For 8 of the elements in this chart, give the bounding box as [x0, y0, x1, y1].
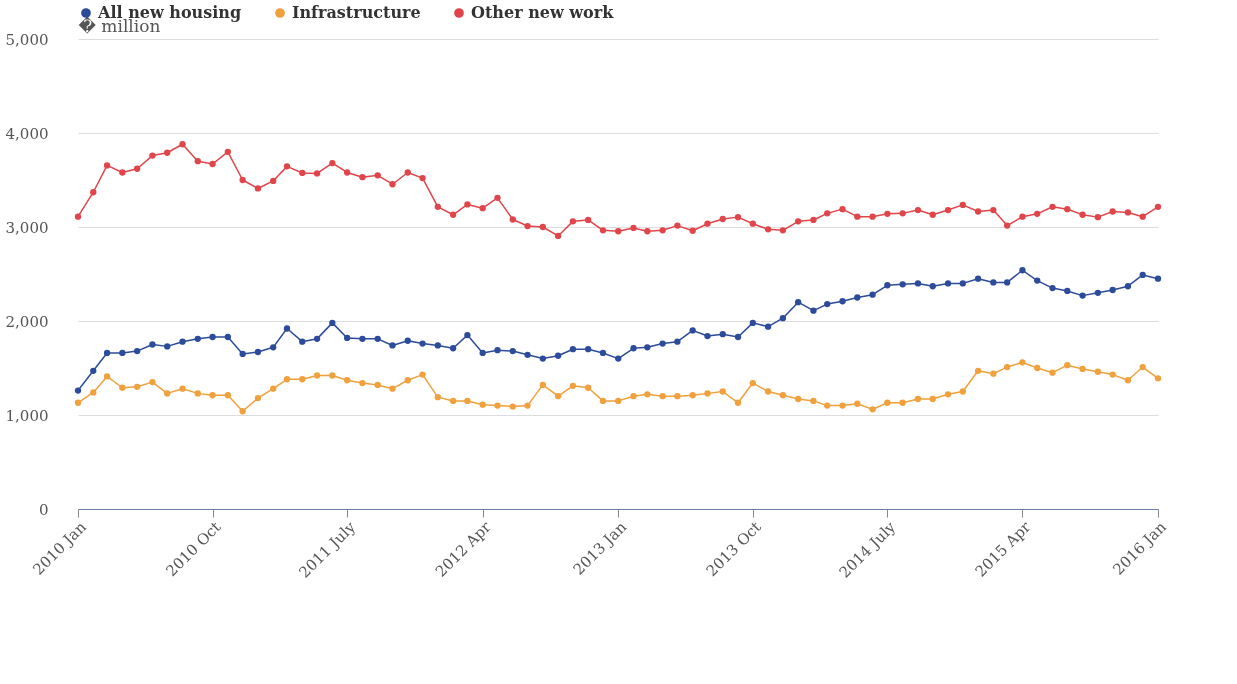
y-tick-label: 4,000: [5, 124, 49, 143]
y-tick-label: 1,000: [5, 406, 49, 425]
y-tick-label: 3,000: [5, 218, 49, 237]
y-tick-label: 0: [38, 500, 49, 519]
legend-label: Other new work: [471, 3, 615, 22]
legend-label: Infrastructure: [292, 3, 421, 22]
y-tick-label: 5,000: [5, 30, 49, 49]
y-tick-label: 2,000: [5, 312, 49, 331]
